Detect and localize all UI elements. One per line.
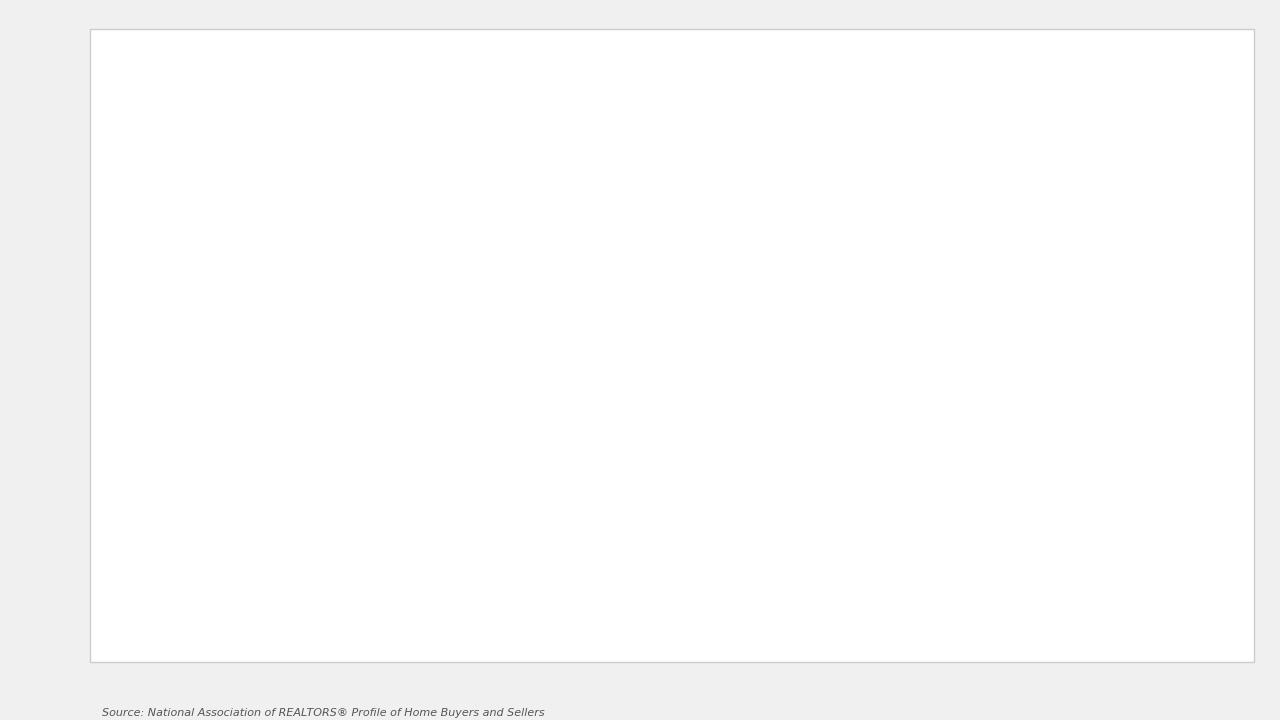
Text: 19%: 19%: [1167, 297, 1190, 307]
Text: 23%: 23%: [448, 264, 471, 273]
Bar: [449, 276, 471, 473]
Bar: [1167, 310, 1189, 473]
Text: 22%: 22%: [1101, 271, 1124, 282]
Bar: [1057, 336, 1079, 473]
Text: 22%: 22%: [1146, 271, 1169, 282]
Bar: [869, 447, 891, 473]
Text: 9%: 9%: [960, 383, 977, 393]
Bar: [516, 267, 538, 473]
Text: 8%: 8%: [540, 392, 557, 402]
Text: 3%: 3%: [872, 435, 888, 445]
Bar: [1101, 284, 1124, 473]
Bar: [493, 430, 516, 473]
Text: 6%: 6%: [916, 409, 933, 419]
Bar: [428, 353, 449, 473]
Bar: [1036, 447, 1057, 473]
Text: 6%: 6%: [850, 409, 867, 419]
Text: 8%: 8%: [707, 392, 722, 402]
Bar: [637, 284, 659, 473]
Text: 24%: 24%: [515, 255, 538, 265]
Bar: [261, 250, 283, 473]
Bar: [404, 430, 428, 473]
Bar: [216, 319, 239, 473]
Legend: Less than high school, High School diploma, Associates degree, Bachelor's degree: Less than high school, High School diplo…: [385, 523, 1000, 588]
Text: 23%: 23%: [681, 264, 704, 273]
Text: 18%: 18%: [216, 306, 239, 316]
Bar: [239, 319, 261, 473]
Text: 19%: 19%: [1079, 297, 1102, 307]
Text: 5%: 5%: [408, 418, 424, 428]
Text: 22%: 22%: [636, 271, 659, 282]
Bar: [305, 258, 328, 473]
Bar: [1146, 284, 1167, 473]
Text: 14%: 14%: [426, 341, 449, 351]
Text: 5%: 5%: [750, 418, 767, 428]
Text: 16%: 16%: [1057, 323, 1080, 333]
Text: 40%: 40%: [934, 117, 957, 127]
Bar: [891, 156, 914, 473]
Text: 5%: 5%: [330, 418, 347, 428]
Bar: [538, 405, 559, 473]
Text: 5%: 5%: [495, 418, 512, 428]
Text: 23%: 23%: [471, 264, 494, 273]
Bar: [1079, 310, 1101, 473]
Text: 26%: 26%: [260, 238, 284, 248]
Text: 6%: 6%: [828, 409, 845, 419]
Text: 18%: 18%: [238, 306, 261, 316]
Bar: [936, 130, 957, 473]
Bar: [826, 421, 847, 473]
Text: 7%: 7%: [285, 400, 302, 410]
Text: 22%: 22%: [724, 271, 748, 282]
Bar: [195, 464, 216, 473]
Bar: [659, 310, 681, 473]
Bar: [283, 413, 305, 473]
Bar: [914, 421, 936, 473]
Text: 25%: 25%: [305, 246, 328, 256]
Bar: [471, 276, 493, 473]
Bar: [328, 430, 349, 473]
Bar: [957, 396, 979, 473]
Text: Source: National Association of REALTORS® Profile of Home Buyers and Sellers: Source: National Association of REALTORS…: [102, 708, 545, 719]
Bar: [847, 421, 869, 473]
Text: 3%: 3%: [1038, 435, 1055, 445]
Bar: [681, 276, 703, 473]
Bar: [703, 405, 726, 473]
Text: 1%: 1%: [197, 451, 214, 462]
Bar: [748, 430, 769, 473]
Text: 19%: 19%: [659, 297, 682, 307]
Text: 37%: 37%: [891, 143, 914, 153]
Title: Educational Attainment of Single Female Home Buyers: Educational Attainment of Single Female …: [415, 37, 969, 55]
Bar: [726, 284, 748, 473]
